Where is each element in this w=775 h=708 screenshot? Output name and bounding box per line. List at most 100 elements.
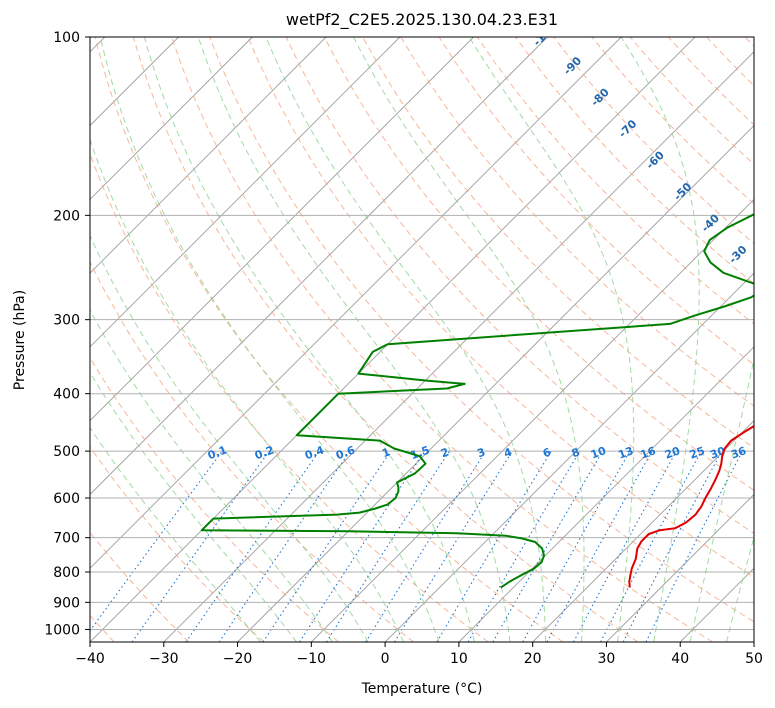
mixing-ratio-line bbox=[325, 450, 450, 642]
mixing-ratio-label: 1.5 bbox=[409, 443, 432, 462]
isotherm-line bbox=[90, 37, 327, 274]
dry-adiabat-line bbox=[362, 37, 754, 449]
plot-frame bbox=[89, 36, 755, 643]
mixing-ratio-line bbox=[262, 450, 392, 642]
isotherm-line bbox=[90, 37, 622, 569]
isotherm-line bbox=[90, 37, 401, 348]
moist-adiabat-line bbox=[90, 426, 261, 642]
x-axis-title: Temperature (°C) bbox=[361, 681, 483, 697]
mixing-ratio-line bbox=[90, 450, 223, 632]
dry-adiabat-label: -60 bbox=[644, 148, 667, 171]
dry-adiabat-line bbox=[90, 446, 265, 642]
y-axis-title: Pressure (hPa) bbox=[12, 290, 28, 390]
x-tick-label: −20 bbox=[223, 651, 253, 667]
mixing-ratio-label: 0.1 bbox=[206, 443, 229, 462]
isotherm-line bbox=[90, 37, 696, 642]
x-tick-label: −40 bbox=[75, 651, 105, 667]
y-tick-label: 500 bbox=[53, 444, 80, 460]
dry-adiabat-line bbox=[667, 37, 754, 126]
dewpoint-profile-line bbox=[200, 213, 754, 589]
dry-adiabat-line bbox=[90, 152, 489, 642]
dry-adiabat-label: -70 bbox=[616, 117, 639, 140]
moist-adiabat-line bbox=[353, 37, 585, 642]
dry-adiabat-line bbox=[247, 37, 754, 578]
mixing-ratio-line bbox=[185, 450, 320, 642]
mixing-ratio-line bbox=[394, 450, 513, 642]
x-tick-label: 50 bbox=[745, 651, 763, 667]
dry-adiabat-line bbox=[90, 531, 190, 642]
mixing-ratio-label: 16 bbox=[639, 444, 658, 462]
dry-adiabat-line bbox=[209, 37, 754, 623]
y-tick-label: 400 bbox=[53, 387, 80, 403]
moist-adiabat-line bbox=[90, 234, 369, 642]
mixing-ratio-label: 6 bbox=[541, 445, 553, 460]
mixing-ratio-label: 0.6 bbox=[334, 443, 357, 462]
mixing-ratio-label: 30 bbox=[708, 444, 727, 462]
isotherm-line bbox=[384, 272, 754, 642]
y-tick-label: 600 bbox=[53, 491, 80, 507]
dry-adiabat-line bbox=[132, 37, 639, 642]
dry-adiabat-line bbox=[476, 37, 754, 325]
chart-title: wetPf2_C2E5.2025.130.04.23.E31 bbox=[286, 10, 558, 30]
mixing-ratio-line bbox=[299, 450, 426, 642]
x-tick-label: 20 bbox=[524, 651, 542, 667]
mixing-ratio-label: 2 bbox=[439, 445, 451, 460]
mixing-ratio-line bbox=[645, 450, 743, 642]
dry-adiabat-line bbox=[323, 37, 754, 491]
mixing-ratio-label: 0.2 bbox=[253, 443, 276, 462]
dry-adiabat-line bbox=[515, 37, 754, 285]
temperature-profile-line bbox=[628, 424, 754, 588]
mixing-ratio-line bbox=[218, 450, 351, 642]
y-tick-label: 300 bbox=[53, 313, 80, 329]
dry-adiabat-line bbox=[94, 37, 564, 642]
isotherm-line bbox=[90, 37, 474, 422]
pressure-gridlines bbox=[90, 37, 754, 630]
background-lines bbox=[90, 37, 754, 642]
mixing-ratio-label: 13 bbox=[616, 444, 635, 461]
moist-adiabat-line bbox=[689, 356, 754, 642]
mixing-ratio-label: 8 bbox=[570, 445, 582, 460]
y-tick-label: 900 bbox=[53, 595, 80, 611]
y-tick-label: 700 bbox=[53, 531, 80, 547]
mixing-ratio-label: 25 bbox=[688, 444, 707, 461]
dry-adiabat-line bbox=[285, 37, 754, 535]
profile-series bbox=[200, 213, 754, 589]
isoline-labels: 0.1 0.2 0.4 0.6 1 1.5 2 3 4 6 8 10 13 16 20 25 30 36-100-… bbox=[206, 37, 754, 462]
moist-adiabat-line bbox=[90, 371, 297, 642]
dry-adiabat-line bbox=[438, 37, 754, 366]
dry-adiabat-line bbox=[744, 37, 754, 47]
isotherm-line bbox=[679, 567, 754, 642]
x-tick-label: 10 bbox=[450, 651, 468, 667]
x-tick-label: 40 bbox=[671, 651, 689, 667]
dry-adiabat-label: -90 bbox=[561, 54, 584, 77]
isotherm-line bbox=[90, 37, 253, 200]
mixing-ratio-line bbox=[573, 450, 677, 642]
mixing-ratio-label: 20 bbox=[663, 444, 682, 462]
dry-adiabat-line bbox=[90, 260, 414, 642]
mixing-ratio-label: 36 bbox=[729, 444, 748, 462]
moist-adiabat-line bbox=[197, 37, 511, 642]
moist-adiabat-line bbox=[468, 37, 635, 642]
isotherm-line bbox=[90, 37, 548, 496]
mixing-ratio-line bbox=[600, 450, 702, 642]
y-tick-label: 800 bbox=[53, 565, 80, 581]
moist-adiabat-line bbox=[265, 37, 547, 642]
isotherm-line bbox=[458, 346, 754, 642]
mixing-ratio-line bbox=[131, 450, 270, 642]
dry-adiabat-label: -30 bbox=[726, 243, 749, 266]
moist-adiabat-line bbox=[620, 37, 700, 642]
mixing-ratio-label: 10 bbox=[589, 444, 608, 462]
moist-adiabat-line bbox=[726, 535, 754, 642]
axis-ticks: −40 −30 −20 −10 0 10 20 30 40 5010020030040050060… bbox=[44, 30, 763, 667]
mixing-ratio-line bbox=[365, 450, 487, 642]
y-tick-label: 200 bbox=[53, 208, 80, 224]
moist-adiabat-line bbox=[143, 37, 475, 642]
dry-adiabat-line bbox=[629, 37, 754, 165]
mixing-ratio-line bbox=[546, 450, 653, 642]
isotherm-line bbox=[606, 493, 754, 642]
isotherm-line bbox=[532, 420, 754, 642]
dry-adiabat-line bbox=[553, 37, 754, 245]
mixing-ratio-label: 3 bbox=[475, 446, 487, 461]
x-tick-label: −30 bbox=[149, 651, 179, 667]
